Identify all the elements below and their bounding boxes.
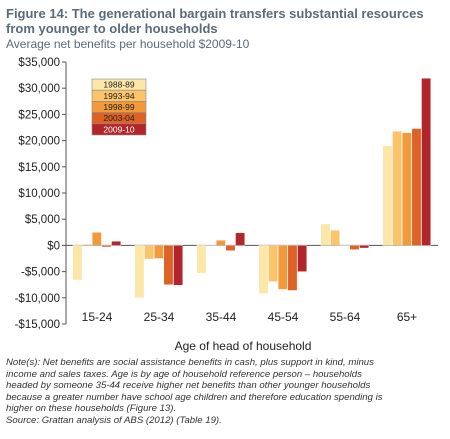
y-tick-label: -$15,000 bbox=[15, 319, 60, 331]
note-line: headed by someone 35-44 receive higher n… bbox=[6, 380, 371, 392]
bar-chart: -$15,000 -$10,000 -$5,000 $0 $5,000 $10,000 $1… bbox=[15, 57, 438, 353]
y-tick-label: $30,000 bbox=[18, 83, 60, 95]
bar bbox=[215, 239, 226, 246]
legend-label: 1998-99 bbox=[103, 102, 134, 112]
y-tick-label: -$5,000 bbox=[21, 267, 60, 279]
bar bbox=[163, 245, 174, 285]
y-tick-label: $25,000 bbox=[18, 109, 60, 121]
y-tick-label: -$10,000 bbox=[15, 293, 60, 305]
chart-notes: Note(s): Net benefits are social assista… bbox=[6, 357, 446, 427]
chart-axes: -$15,000 -$10,000 -$5,000 $0 $5,000 $10,000 $1… bbox=[15, 57, 438, 331]
bar bbox=[421, 78, 431, 246]
bar bbox=[392, 130, 402, 246]
note-line: higher on these households (Figure 13). bbox=[6, 403, 177, 415]
x-tick-label: 65+ bbox=[397, 310, 417, 324]
bar bbox=[258, 245, 269, 294]
bar bbox=[144, 245, 154, 260]
x-tick-label: 35-44 bbox=[206, 310, 237, 324]
legend-label: 1988-89 bbox=[103, 80, 134, 90]
x-tick-label: 55-64 bbox=[330, 310, 361, 324]
bar bbox=[111, 241, 121, 246]
bar bbox=[330, 230, 340, 246]
chart-title-line-2: from younger to older households bbox=[6, 21, 218, 36]
legend-label: 1993-94 bbox=[103, 91, 134, 101]
bar bbox=[153, 245, 164, 259]
bar bbox=[401, 132, 412, 246]
chart-title-line-1: Figure 14: The generational bargain tran… bbox=[6, 6, 424, 21]
source-line: Source: Grattan analysis of ABS (2012) (… bbox=[6, 414, 222, 426]
bar bbox=[91, 232, 102, 246]
bar bbox=[72, 245, 83, 281]
y-tick-label: $0 bbox=[47, 240, 60, 252]
y-tick-label: $5,000 bbox=[25, 214, 60, 226]
bar bbox=[173, 245, 183, 286]
legend-swatch bbox=[91, 123, 147, 136]
bar bbox=[382, 145, 393, 246]
y-tick-label: $20,000 bbox=[18, 136, 60, 148]
bar bbox=[268, 245, 278, 282]
legend-label: 2009-10 bbox=[103, 124, 134, 134]
bar bbox=[235, 232, 245, 246]
x-tick-label: 15-24 bbox=[82, 310, 113, 324]
bar bbox=[134, 245, 145, 298]
legend-label: 2003-04 bbox=[103, 113, 134, 123]
y-tick-label: $35,000 bbox=[18, 57, 60, 69]
x-tick-label: 25-34 bbox=[144, 310, 175, 324]
bar bbox=[411, 128, 422, 246]
bar bbox=[359, 245, 369, 249]
bar bbox=[82, 244, 92, 246]
note-line: Note(s): Net benefits are social assista… bbox=[6, 357, 374, 368]
note-line: because a greater number have school age… bbox=[6, 391, 383, 403]
chart-subtitle: Average net benefits per household $2009… bbox=[6, 37, 250, 51]
bar bbox=[297, 245, 307, 272]
note-line: income and sales taxes. Age is by age of… bbox=[6, 368, 362, 380]
chart-bars bbox=[72, 78, 431, 298]
y-tick-label: $15,000 bbox=[18, 162, 60, 174]
bar bbox=[287, 245, 298, 291]
x-axis-label: Age of head of household bbox=[175, 339, 312, 353]
bar bbox=[277, 245, 288, 290]
bar bbox=[101, 245, 112, 248]
bar bbox=[196, 245, 207, 274]
bar bbox=[339, 245, 350, 247]
bar bbox=[320, 223, 331, 246]
bar bbox=[206, 244, 216, 246]
bar bbox=[349, 245, 360, 250]
x-tick-label: 45-54 bbox=[268, 310, 299, 324]
bar bbox=[225, 245, 236, 251]
y-tick-label: $10,000 bbox=[18, 188, 60, 200]
